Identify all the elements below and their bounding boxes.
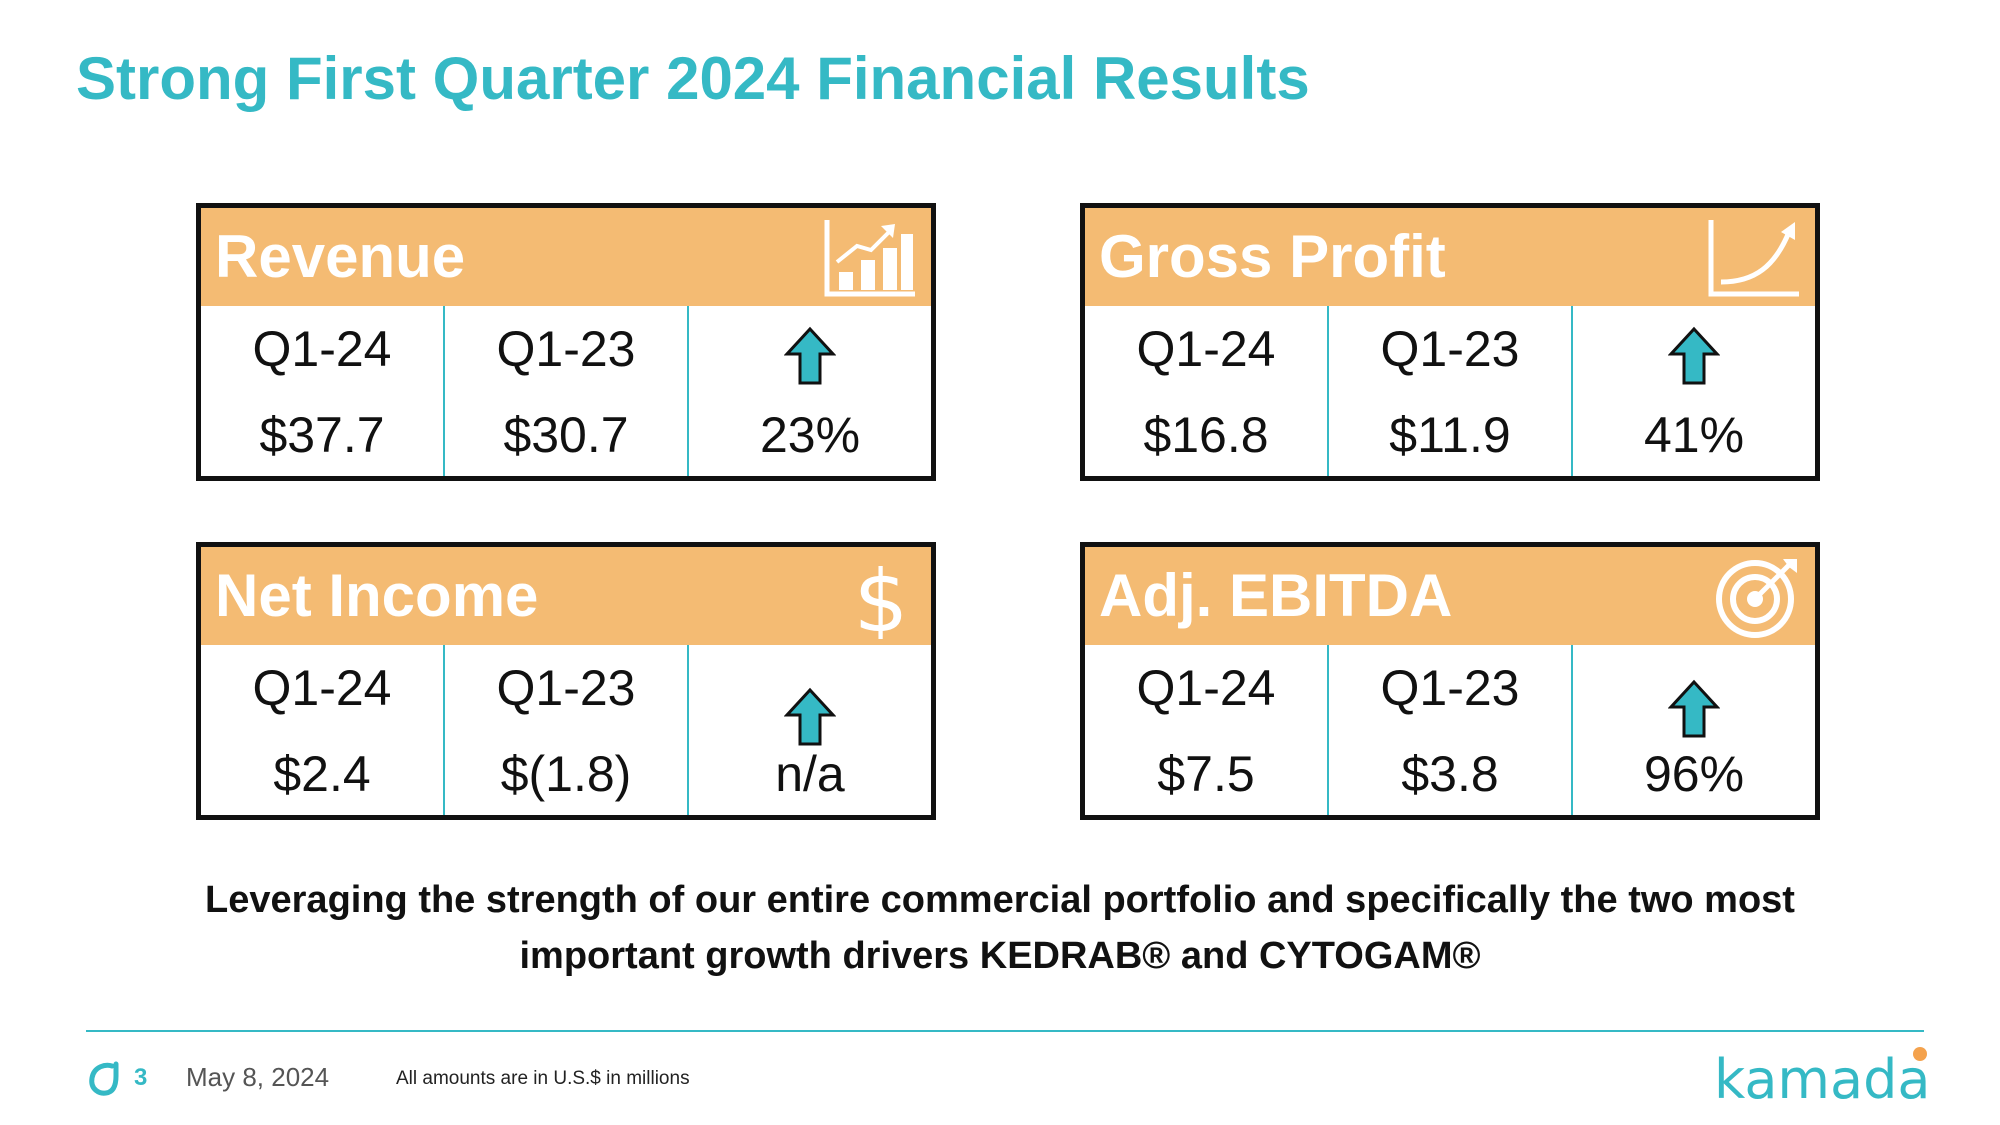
up-arrow-icon xyxy=(784,326,836,385)
page-title: Strong First Quarter 2024 Financial Resu… xyxy=(76,45,1310,112)
period-value: $2.4 xyxy=(273,746,371,802)
change-column: 96% xyxy=(1573,645,1815,815)
adj-ebitda-card: Adj. EBITDA Q1-24 $7.5 Q1-23 $3.8 96% xyxy=(1080,542,1820,820)
q1-23-column: Q1-23 $11.9 xyxy=(1329,306,1573,476)
growth-curve-icon xyxy=(1708,220,1799,297)
up-arrow-icon xyxy=(784,687,836,746)
period-value: $16.8 xyxy=(1143,407,1269,463)
kamada-logo: kamada xyxy=(1714,1047,1928,1110)
period-value: $7.5 xyxy=(1157,746,1255,802)
up-arrow-icon xyxy=(1668,326,1720,385)
change-column: n/a xyxy=(689,645,931,815)
period-label: Q1-23 xyxy=(496,660,636,716)
change-percent: 41% xyxy=(1643,407,1745,463)
period-label: Q1-23 xyxy=(1380,660,1520,716)
gross-profit-card: Gross Profit Q1-24 $16.8 Q1-23 $11.9 41% xyxy=(1080,203,1820,481)
period-value: $30.7 xyxy=(503,407,629,463)
q1-24-column: Q1-24 $37.7 xyxy=(201,306,445,476)
period-label: Q1-24 xyxy=(1136,321,1276,377)
revenue-card: Revenue Q1-24 $37.7 Q1-23 $30.7 23% xyxy=(196,203,936,481)
period-label: Q1-23 xyxy=(496,321,636,377)
period-label: Q1-23 xyxy=(1380,321,1520,377)
kamada-mark-icon xyxy=(89,1061,119,1096)
change-column: 23% xyxy=(689,306,931,476)
svg-text:$: $ xyxy=(854,555,909,639)
card-header: Adj. EBITDA xyxy=(1085,547,1815,645)
change-percent: 23% xyxy=(759,407,861,463)
q1-24-column: Q1-24 $16.8 xyxy=(1085,306,1329,476)
period-value: $37.7 xyxy=(259,407,385,463)
card-title: Revenue xyxy=(215,223,466,290)
tagline: Leveraging the strength of our entire co… xyxy=(0,872,2000,984)
card-title: Gross Profit xyxy=(1099,223,1446,290)
q1-23-column: Q1-23 $30.7 xyxy=(445,306,689,476)
card-header: Gross Profit xyxy=(1085,208,1815,306)
net-income-card: Net Income $ Q1-24 $2.4 Q1-23 $(1.8) n/a xyxy=(196,542,936,820)
page-number: 3 xyxy=(134,1064,148,1091)
q1-24-column: Q1-24 $7.5 xyxy=(1085,645,1329,815)
presentation-date: May 8, 2024 xyxy=(186,1062,330,1092)
period-label: Q1-24 xyxy=(252,321,392,377)
period-label: Q1-24 xyxy=(252,660,392,716)
currency-note: All amounts are in U.S.$ in millions xyxy=(396,1068,690,1089)
change-column: 41% xyxy=(1573,306,1815,476)
brand-name: kamada xyxy=(1714,1048,1928,1110)
period-value: $3.8 xyxy=(1401,746,1499,802)
q1-23-column: Q1-23 $3.8 xyxy=(1329,645,1573,815)
card-title: Adj. EBITDA xyxy=(1099,562,1453,629)
up-arrow-icon xyxy=(1668,679,1720,738)
bar-chart-growth-icon xyxy=(824,220,915,297)
card-title: Net Income xyxy=(215,562,539,629)
q1-23-column: Q1-23 $(1.8) xyxy=(445,645,689,815)
period-label: Q1-24 xyxy=(1136,660,1276,716)
q1-24-column: Q1-24 $2.4 xyxy=(201,645,445,815)
period-value: $(1.8) xyxy=(500,746,632,802)
change-percent: 96% xyxy=(1643,746,1745,802)
card-header: Revenue xyxy=(201,208,931,306)
dollar-sign-icon: $ xyxy=(854,555,909,639)
footer-divider xyxy=(86,1030,1924,1032)
period-value: $11.9 xyxy=(1389,407,1511,463)
target-icon xyxy=(1716,559,1797,638)
tagline-line-1: Leveraging the strength of our entire co… xyxy=(205,879,1795,921)
change-percent: n/a xyxy=(775,746,845,802)
card-header: Net Income $ xyxy=(201,547,931,645)
tagline-line-2: important growth drivers KEDRAB® and CYT… xyxy=(519,935,1481,977)
